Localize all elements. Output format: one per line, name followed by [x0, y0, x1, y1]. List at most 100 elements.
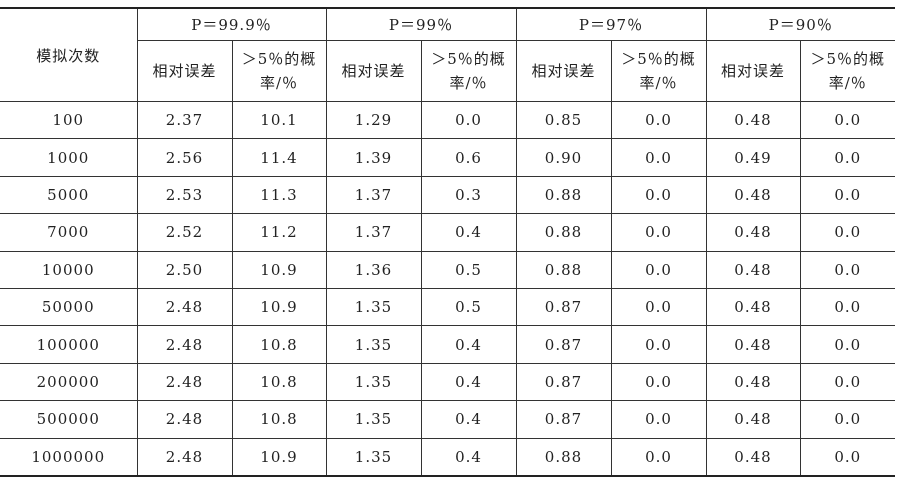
- cell: 0.0: [610, 175, 707, 215]
- cell: 10.9: [231, 437, 327, 477]
- cell: 1.35: [325, 362, 422, 402]
- cell: 0.0: [610, 250, 707, 289]
- cell: 1.35: [325, 437, 422, 477]
- cell: 0.0: [799, 175, 895, 215]
- group-header: P＝99％: [325, 7, 517, 41]
- cell: 11.2: [231, 213, 327, 252]
- cell: 0.4: [420, 400, 517, 439]
- cell: 10.8: [231, 325, 327, 364]
- cell: 1.39: [325, 138, 422, 177]
- cell: 0.48: [705, 287, 801, 327]
- cell: 1.35: [325, 287, 422, 327]
- row-label: 10000: [0, 250, 138, 289]
- cell: 11.3: [231, 175, 327, 215]
- cell: 0.0: [610, 325, 707, 364]
- cell: 0.5: [420, 250, 517, 289]
- cell: 10.8: [231, 362, 327, 402]
- row-label: 100: [0, 100, 138, 140]
- cell: 2.48: [136, 437, 233, 477]
- cell: 10.9: [231, 287, 327, 327]
- cell: 1.37: [325, 213, 422, 252]
- cell: 0.48: [705, 250, 801, 289]
- data-row: 5000 2.53 11.3 1.37 0.3 0.88 0.0 0.48 0.0: [0, 175, 895, 215]
- cell: 0.0: [610, 287, 707, 327]
- row-label: 500000: [0, 400, 138, 439]
- row-label: 50000: [0, 287, 138, 327]
- data-table: 模拟次数 P＝99.9％ P＝99％ P＝97％ P＝90％ 相对误差 ＞5％的概率/％…: [0, 7, 895, 477]
- cell: 0.48: [705, 437, 801, 477]
- cell: 0.88: [515, 213, 612, 252]
- cell: 0.87: [515, 325, 612, 364]
- cell: 0.0: [799, 325, 895, 364]
- cell: 0.0: [799, 287, 895, 327]
- cell: 0.87: [515, 362, 612, 402]
- cell: 2.48: [136, 287, 233, 327]
- column-header: ＞5％的概率/％: [799, 40, 895, 102]
- data-row: 100000 2.48 10.8 1.35 0.4 0.87 0.0 0.48 0.0: [0, 325, 895, 364]
- group-header: P＝99.9％: [136, 7, 327, 41]
- column-header: 相对误差: [515, 40, 612, 102]
- cell: 0.87: [515, 400, 612, 439]
- data-row: 100 2.37 10.1 1.29 0.0 0.85 0.0 0.48 0.0: [0, 100, 895, 140]
- cell: 0.6: [420, 138, 517, 177]
- data-row: 1000000 2.48 10.9 1.35 0.4 0.88 0.0 0.48 0.0: [0, 437, 895, 477]
- cell: 0.88: [515, 175, 612, 215]
- column-header: ＞5％的概率/％: [231, 40, 327, 102]
- cell: 0.48: [705, 213, 801, 252]
- cell: 0.48: [705, 362, 801, 402]
- column-header: 相对误差: [325, 40, 422, 102]
- row-label: 1000: [0, 138, 138, 177]
- cell: 1.29: [325, 100, 422, 140]
- data-row: 10000 2.50 10.9 1.36 0.5 0.88 0.0 0.48 0.0: [0, 250, 895, 289]
- data-row: 200000 2.48 10.8 1.35 0.4 0.87 0.0 0.48 0.0: [0, 362, 895, 402]
- cell: 0.85: [515, 100, 612, 140]
- cell: 1.35: [325, 400, 422, 439]
- cell: 2.52: [136, 213, 233, 252]
- cell: 0.0: [799, 437, 895, 477]
- cell: 0.0: [799, 250, 895, 289]
- cell: 0.87: [515, 287, 612, 327]
- cell: 10.1: [231, 100, 327, 140]
- cell: 0.4: [420, 437, 517, 477]
- cell: 0.0: [799, 100, 895, 140]
- column-header: 相对误差: [137, 40, 233, 102]
- cell: 0.3: [420, 175, 517, 215]
- cell: 11.4: [231, 138, 327, 177]
- cell: 0.48: [705, 400, 801, 439]
- cell: 0.0: [799, 213, 895, 252]
- data-row: 1000 2.56 11.4 1.39 0.6 0.90 0.0 0.49 0.0: [0, 138, 895, 177]
- cell: 2.48: [136, 362, 233, 402]
- data-row: 500000 2.48 10.8 1.35 0.4 0.87 0.0 0.48 0.0: [0, 400, 895, 439]
- cell: 2.53: [136, 175, 233, 215]
- row-label: 100000: [0, 325, 138, 364]
- table-body: 100 2.37 10.1 1.29 0.0 0.85 0.0 0.48 0.0 1000 2.56…: [0, 100, 895, 477]
- cell: 0.88: [515, 437, 612, 477]
- cell: 0.0: [799, 138, 895, 177]
- data-row: 7000 2.52 11.2 1.37 0.4 0.88 0.0 0.48 0.0: [0, 213, 895, 252]
- cell: 2.48: [136, 325, 233, 364]
- cell: 0.0: [610, 437, 707, 477]
- header-row: 模拟次数 P＝99.9％ P＝99％ P＝97％ P＝90％: [0, 7, 895, 102]
- cell: 2.56: [136, 138, 233, 177]
- row-header: 模拟次数: [0, 7, 138, 102]
- cell: 0.49: [705, 138, 801, 177]
- cell: 0.90: [515, 138, 612, 177]
- cell: 2.48: [136, 400, 233, 439]
- cell: 10.8: [231, 400, 327, 439]
- cell: 0.0: [420, 100, 517, 140]
- cell: 0.4: [420, 325, 517, 364]
- row-label: 1000000: [0, 437, 138, 477]
- cell: 0.48: [705, 325, 801, 364]
- group-header: P＝97％: [515, 7, 707, 41]
- cell: 0.0: [610, 362, 707, 402]
- cell: 1.36: [325, 250, 422, 289]
- cell: 0.0: [799, 362, 895, 402]
- group-header: P＝90％: [705, 7, 895, 41]
- column-header: ＞5％的概率/％: [610, 40, 707, 102]
- table-head: 模拟次数 P＝99.9％ P＝99％ P＝97％ P＝90％ 相对误差 ＞5％的概率/％…: [0, 7, 895, 102]
- cell: 0.48: [705, 100, 801, 140]
- subheader-row: 相对误差 ＞5％的概率/％ 相对误差 ＞5％的概率/％ 相对误差 ＞5％的概率/％ 相对误差…: [0, 40, 895, 102]
- cell: 0.0: [610, 400, 707, 439]
- cell: 0.0: [610, 100, 707, 140]
- cell: 1.37: [325, 175, 422, 215]
